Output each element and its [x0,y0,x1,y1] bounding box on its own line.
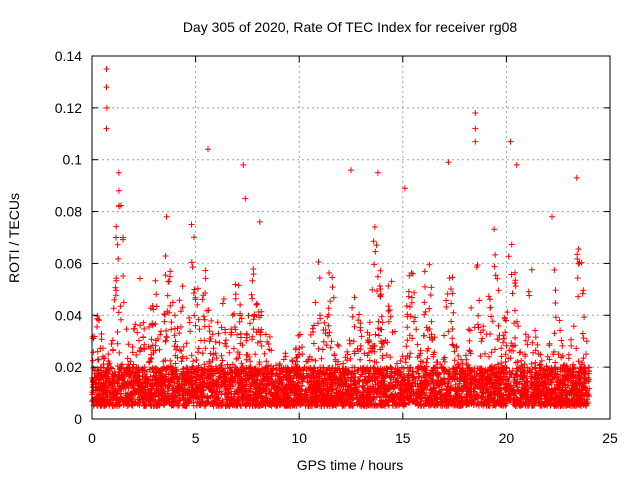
axis-ticks [91,55,611,420]
y-tick-label: 0.14 [55,48,82,64]
grid-lines [92,56,610,419]
x-tick-label: 5 [192,430,200,446]
y-tick-label: 0.08 [55,204,82,220]
y-axis-label: ROTI / TECUs [6,193,22,283]
y-tick-label: 0.1 [63,152,83,168]
x-tick-label: 15 [395,430,411,446]
x-tick-label: 25 [602,430,618,446]
plot-frame [91,55,611,420]
x-tick-label: 0 [88,430,96,446]
y-tick-label: 0 [74,411,82,427]
chart-title: Day 305 of 2020, Rate Of TEC Index for r… [183,19,518,35]
x-tick-label: 10 [291,430,307,446]
roti-data-markers [89,66,593,409]
y-tick-label: 0.02 [55,359,82,375]
y-tick-label: 0.12 [55,100,82,116]
y-tick-label: 0.04 [55,307,82,323]
data-points [89,66,593,409]
y-tick-label: 0.06 [55,255,82,271]
tick-labels: 0 5 10 15 20 25 0 0.02 0.04 0.06 0.08 0.1 0.12 0.14 [55,48,618,446]
x-axis-label: GPS time / hours [297,457,404,473]
x-tick-label: 20 [499,430,515,446]
